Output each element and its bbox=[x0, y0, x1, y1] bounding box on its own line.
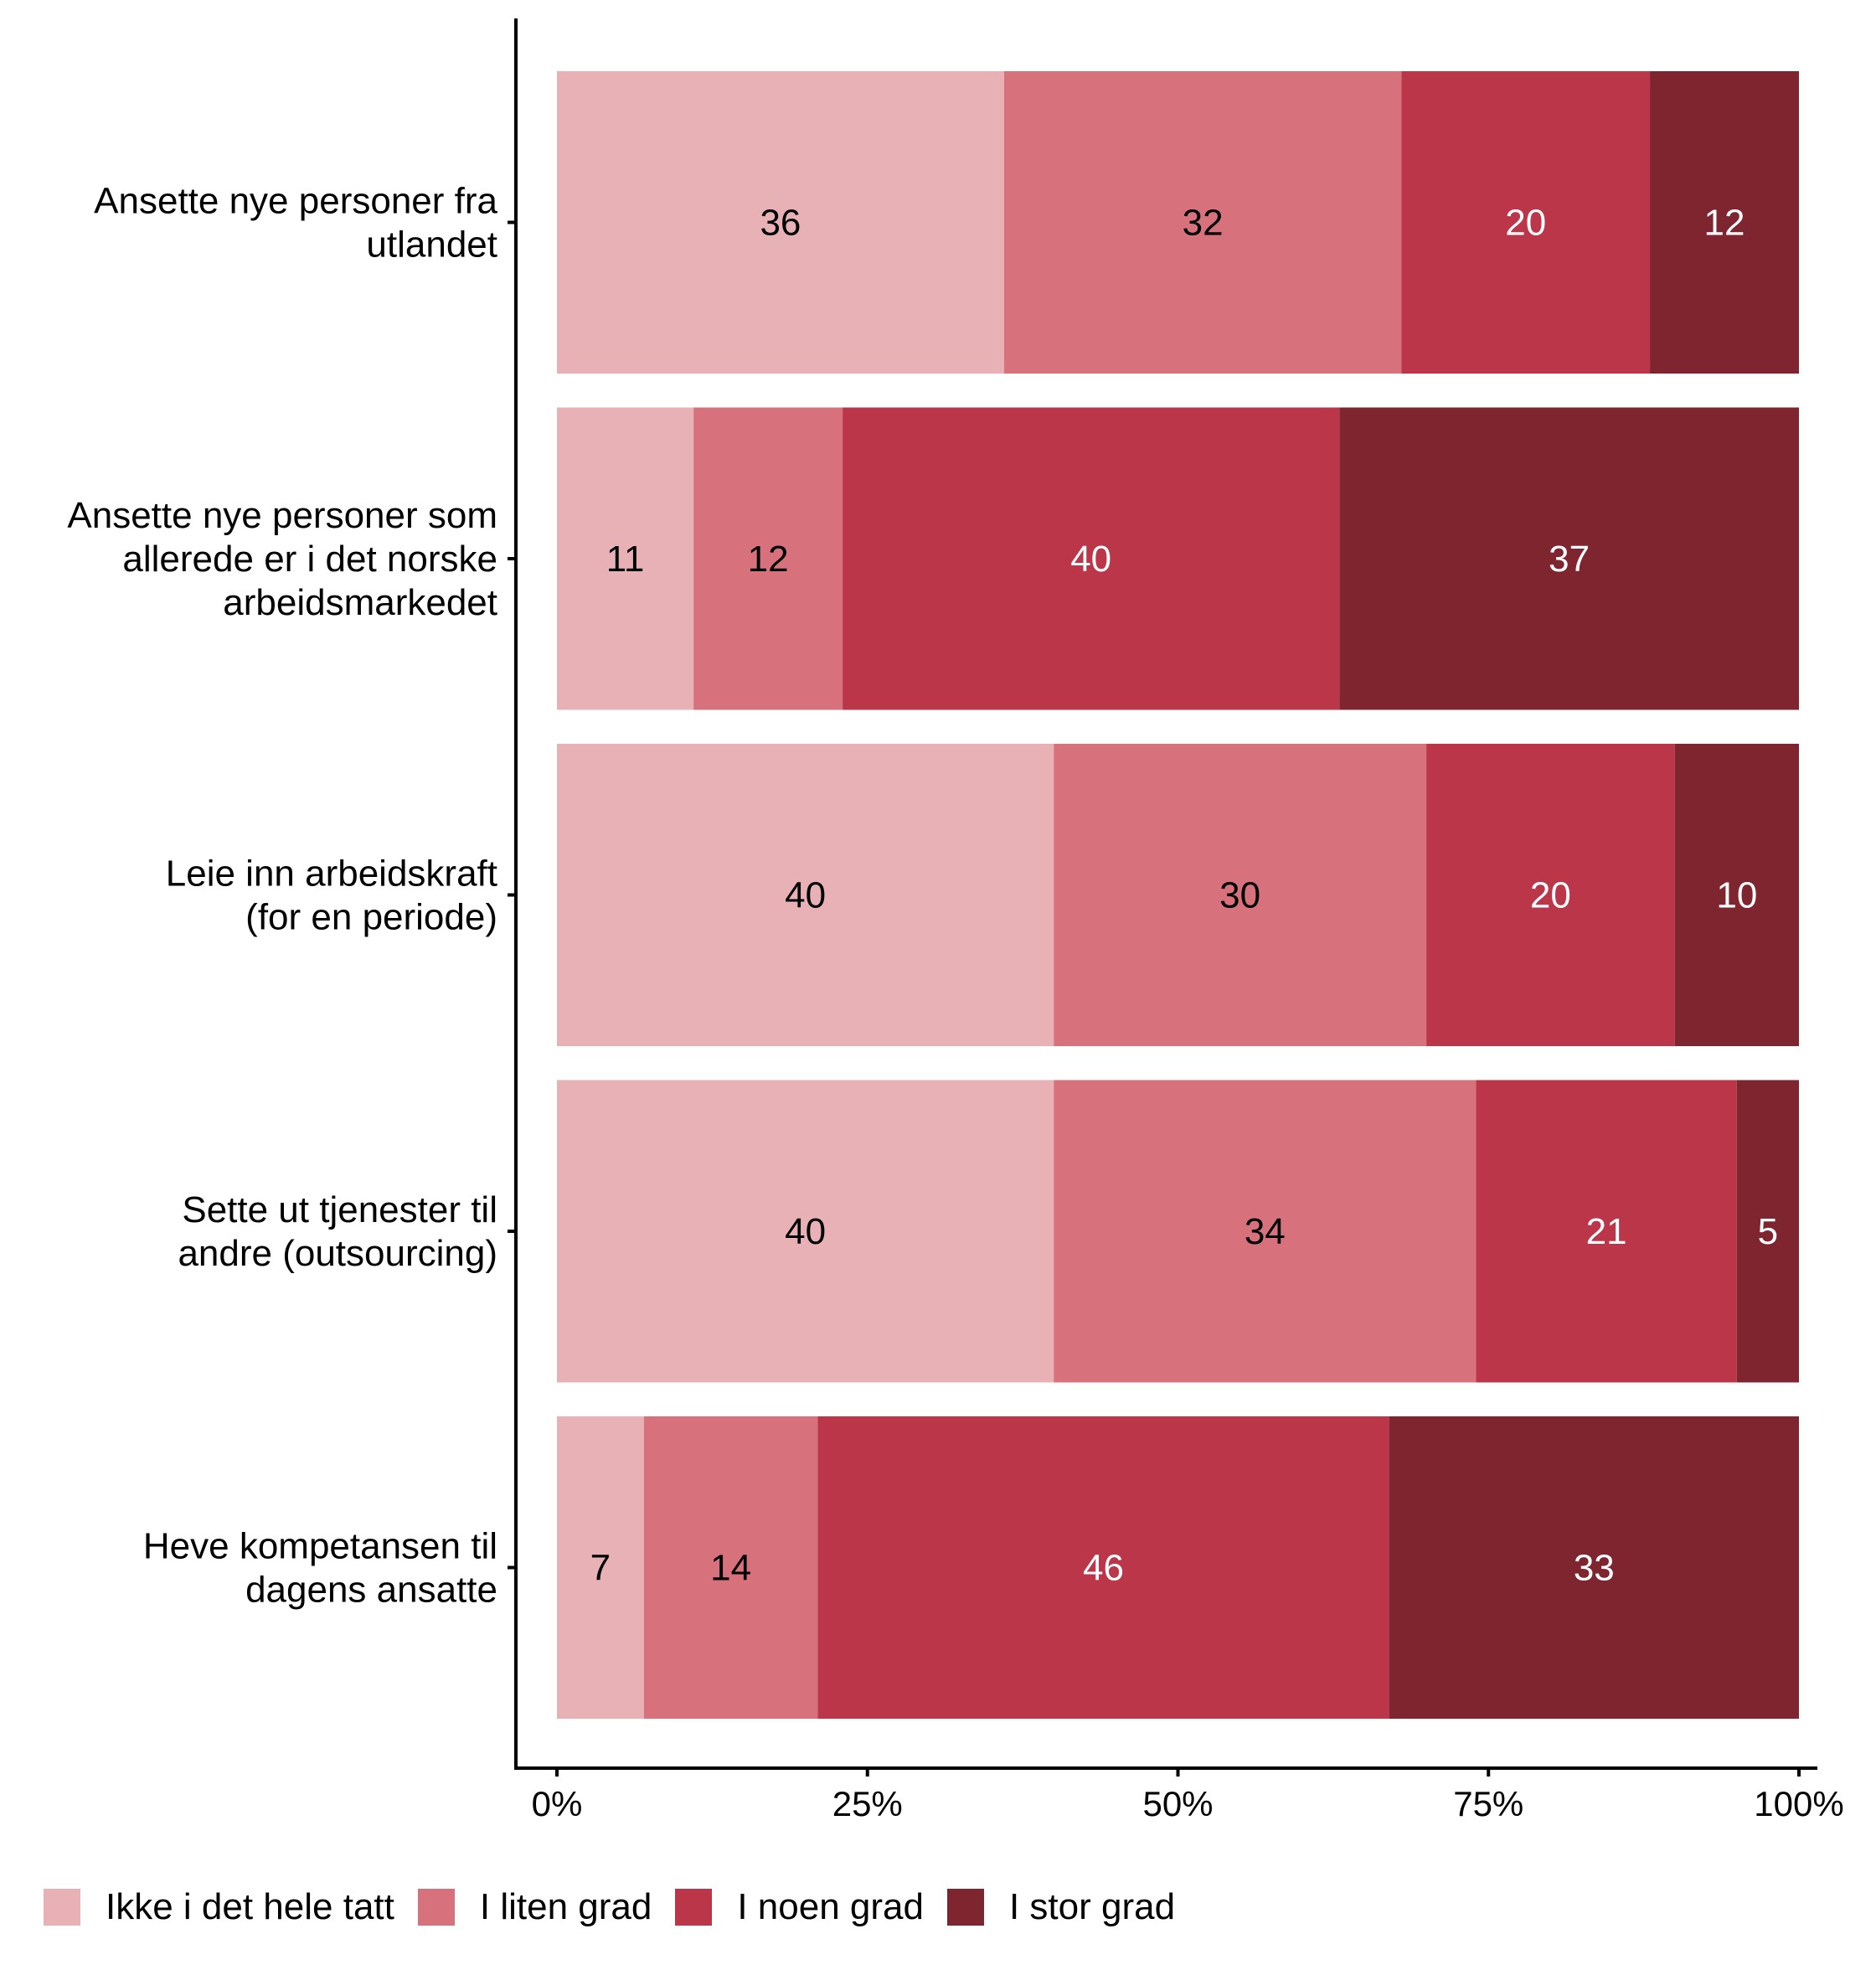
legend-swatch bbox=[44, 1889, 80, 1926]
legend-label: I stor grad bbox=[1008, 1886, 1176, 1927]
bar-segment-ikke-i-det-hele-tatt bbox=[557, 744, 1054, 1046]
y-axis-ticks bbox=[508, 220, 516, 1570]
data-label: 40 bbox=[785, 875, 826, 916]
data-label: 40 bbox=[1070, 539, 1111, 580]
data-label: 21 bbox=[1586, 1211, 1627, 1252]
data-label: 34 bbox=[1245, 1211, 1286, 1252]
bar-segment-i-liten-grad bbox=[1054, 744, 1427, 1046]
data-label: 30 bbox=[1219, 875, 1260, 916]
bar-segment-i-stor-grad bbox=[1650, 71, 1799, 374]
legend-swatch bbox=[946, 1889, 984, 1926]
bar-segment-i-liten-grad bbox=[643, 1416, 818, 1719]
data-label: 40 bbox=[785, 1211, 826, 1252]
bar-segment-i-noen-grad bbox=[817, 1416, 1389, 1719]
data-label: 5 bbox=[1758, 1211, 1778, 1252]
x-tick-label: 100% bbox=[1754, 1784, 1843, 1823]
legend-label: I noen grad bbox=[737, 1886, 924, 1927]
category-label: Ansette nye personer fra utlandet bbox=[94, 181, 497, 266]
data-label: 12 bbox=[1704, 203, 1745, 244]
data-label: 37 bbox=[1549, 539, 1590, 580]
x-tick-label: 0% bbox=[532, 1784, 583, 1823]
data-label: 11 bbox=[606, 539, 645, 580]
bar-segment-i-noen-grad bbox=[1476, 1080, 1737, 1383]
data-label: 14 bbox=[710, 1548, 751, 1589]
legend-swatch bbox=[675, 1889, 713, 1926]
legend-swatch bbox=[417, 1889, 455, 1926]
x-axis-ticks: 0% 25% 50% 75% 100% bbox=[532, 1768, 1844, 1823]
bar-segment-ikke-i-det-hele-tatt bbox=[557, 1416, 644, 1719]
bar-segment-i-noen-grad bbox=[1426, 744, 1675, 1046]
x-tick-label: 75% bbox=[1453, 1784, 1523, 1823]
category-label: Heve kompetansen til dagens ansatte bbox=[143, 1526, 497, 1611]
data-label: 33 bbox=[1574, 1548, 1615, 1589]
legend-label: I liten grad bbox=[479, 1886, 652, 1927]
value-labels-group: 36 32 20 12 11 12 40 37 40 30 20 10 40 34 21 5 7 14 46 33 bbox=[590, 203, 1779, 1589]
category-label: Sette ut tjenester til andre (outsourcing… bbox=[178, 1189, 497, 1274]
bars-group bbox=[557, 71, 1799, 1719]
data-label: 20 bbox=[1505, 203, 1546, 244]
legend-label: Ikke i det hele tatt bbox=[106, 1886, 394, 1927]
legend-item-i-stor-grad: I stor grad bbox=[946, 1886, 1176, 1928]
category-label: Leie inn arbeidskraft (for en periode) bbox=[166, 853, 497, 938]
data-label: 20 bbox=[1530, 875, 1571, 916]
bar-segment-ikke-i-det-hele-tatt bbox=[557, 71, 1004, 374]
bar-segment-i-liten-grad bbox=[693, 407, 843, 710]
data-label: 46 bbox=[1083, 1548, 1124, 1589]
data-label: 10 bbox=[1716, 875, 1757, 916]
bar-segment-i-noen-grad bbox=[1401, 71, 1651, 374]
category-labels: Ansette nye personer fra utlandet Ansette … bbox=[67, 181, 497, 1611]
bar-segment-i-noen-grad bbox=[843, 407, 1340, 710]
bar-segment-ikke-i-det-hele-tatt bbox=[557, 1080, 1054, 1383]
bar-segment-i-stor-grad bbox=[1674, 744, 1799, 1046]
data-label: 12 bbox=[748, 539, 789, 580]
legend-item-i-liten-grad: I liten grad bbox=[417, 1886, 652, 1928]
bar-segment-i-liten-grad bbox=[1003, 71, 1402, 374]
category-label: Ansette nye personer som allerede er i de… bbox=[67, 495, 497, 623]
data-label: 32 bbox=[1183, 203, 1224, 244]
bar-segment-i-stor-grad bbox=[1339, 407, 1799, 710]
bar-segment-i-liten-grad bbox=[1054, 1080, 1477, 1383]
legend-item-ikke-i-det-hele-tatt: Ikke i det hele tatt bbox=[44, 1886, 394, 1928]
bar-segment-ikke-i-det-hele-tatt bbox=[557, 407, 694, 710]
bar-segment-i-stor-grad bbox=[1736, 1080, 1799, 1383]
bar-segment-i-stor-grad bbox=[1389, 1416, 1799, 1719]
x-tick-label: 50% bbox=[1142, 1784, 1213, 1823]
data-label: 7 bbox=[590, 1548, 611, 1589]
legend-item-i-noen-grad: I noen grad bbox=[675, 1886, 924, 1928]
legend: Ikke i det hele tatt I liten grad I noen… bbox=[44, 1886, 1198, 1928]
data-label: 36 bbox=[760, 203, 801, 244]
x-tick-label: 25% bbox=[832, 1784, 903, 1823]
